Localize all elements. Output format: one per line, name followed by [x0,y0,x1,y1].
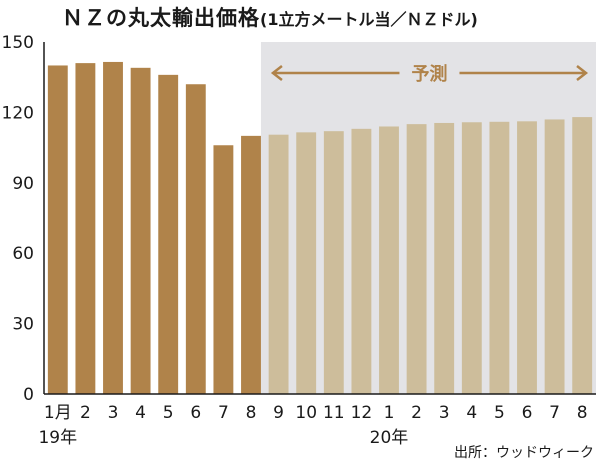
x-tick-label: 2 [411,403,422,423]
x-tick-label: 9 [273,403,284,423]
forecast-bar [489,121,510,394]
source-note: 出所：ウッドウィーク [454,445,594,461]
actual-bar [213,145,234,394]
forecast-bar [268,134,289,394]
x-tick-label: 6 [522,403,533,423]
x-tick-label: 12 [351,403,373,423]
forecast-label: 予測 [411,63,447,85]
forecast-bar [379,126,399,394]
x-tick-label: 5 [494,403,505,423]
y-tick-label: 90 [12,174,34,194]
forecast-bar [517,121,537,395]
x-tick-label: 7 [549,403,560,423]
actual-bar [158,74,179,394]
x-tick-label: 6 [190,403,201,423]
year-label: 20年 [370,428,409,448]
y-tick-label: 0 [23,385,34,405]
arrow-left-icon [270,65,283,81]
y-tick-label: 60 [12,244,34,264]
chart-title: ＮＺの丸太輸出価格 [62,6,260,30]
x-tick-label: 8 [246,403,257,423]
y-tick-label: 120 [2,103,34,123]
forecast-bar [434,122,455,395]
arrow-right-icon [576,65,589,81]
x-tick-label: 2 [80,403,91,423]
y-tick-label: 30 [12,315,34,335]
y-tick-label: 150 [2,33,34,53]
forecast-bar [544,119,565,394]
actual-bar [130,67,151,395]
x-tick-label: 4 [466,403,477,423]
actual-bar [241,135,261,394]
forecast-bar [323,131,344,394]
x-tick-label: 8 [577,403,588,423]
forecast-bar [461,122,482,395]
x-tick-label: 1 [384,403,395,423]
forecast-bar [351,128,372,394]
forecast-bar [406,124,427,394]
x-tick-label: 1月 [44,403,72,423]
x-tick-label: 3 [108,403,119,423]
forecast-bar [572,117,593,395]
x-tick-label: 3 [439,403,450,423]
forecast-region [260,42,596,394]
x-tick-label: 5 [163,403,174,423]
x-tick-label: 10 [295,403,317,423]
actual-bar [103,61,123,395]
actual-bar [185,84,206,395]
x-tick-label: 7 [218,403,229,423]
actual-bar [47,65,68,394]
x-tick-label: 4 [135,403,146,423]
actual-bar [75,63,96,395]
title-line: ＮＺの丸太輸出価格(1立方メートル当／ＮＺドル) [62,2,478,32]
year-label: 19年 [38,428,77,448]
x-tick-label: 11 [323,403,345,423]
chart-subtitle: (1立方メートル当／ＮＺドル) [260,10,478,29]
forecast-bar [296,132,317,394]
